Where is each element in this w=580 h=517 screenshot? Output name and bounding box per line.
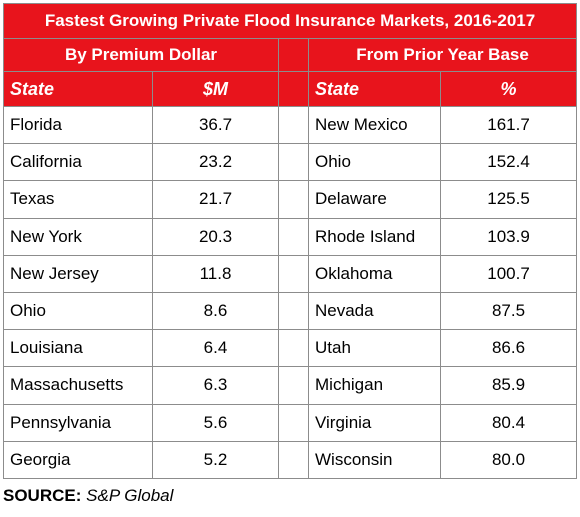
- right-value-cell: 152.4: [439, 143, 578, 182]
- left-value-cell: 8.6: [152, 291, 279, 331]
- right-value-cell: 85.9: [439, 366, 578, 405]
- left-state-column-header: State: [3, 71, 153, 107]
- right-state-cell: Michigan: [308, 366, 441, 405]
- source-label: SOURCE:: [3, 486, 82, 505]
- table-row: Massachusetts 6.3 Michigan 85.9: [3, 366, 578, 405]
- left-state-cell: California: [3, 143, 153, 182]
- right-value-cell: 103.9: [439, 217, 578, 256]
- left-state-cell: Pennsylvania: [3, 403, 153, 442]
- table-row: Louisiana 6.4 Utah 86.6: [3, 329, 578, 368]
- right-value-cell: 86.6: [439, 329, 578, 368]
- right-value-cell: 161.7: [439, 105, 578, 145]
- left-value-cell: 23.2: [152, 143, 279, 182]
- table-row: New York 20.3 Rhode Island 103.9: [3, 217, 578, 256]
- left-state-cell: Massachusetts: [3, 366, 153, 405]
- column-gap: [278, 440, 309, 479]
- column-gap: [278, 38, 309, 72]
- table-row: Georgia 5.2 Wisconsin 80.0: [3, 440, 578, 479]
- source-note: SOURCE: S&P Global: [3, 486, 173, 506]
- table-row: Texas 21.7 Delaware 125.5: [3, 180, 578, 219]
- right-section-heading: From Prior Year Base: [307, 38, 578, 72]
- column-gap: [278, 291, 309, 331]
- right-state-cell: Nevada: [308, 291, 441, 331]
- left-state-cell: Florida: [3, 105, 153, 145]
- table-row: Ohio 8.6 Nevada 87.5: [3, 291, 578, 331]
- column-gap: [278, 217, 309, 256]
- right-value-cell: 80.0: [439, 440, 578, 479]
- table-title: Fastest Growing Private Flood Insurance …: [2, 3, 578, 39]
- left-value-column-header: $M: [152, 71, 279, 107]
- column-gap: [278, 180, 309, 219]
- left-value-cell: 21.7: [152, 180, 279, 219]
- left-state-cell: New Jersey: [3, 254, 153, 293]
- left-state-cell: New York: [3, 217, 153, 256]
- right-state-cell: New Mexico: [308, 105, 441, 145]
- right-value-cell: 100.7: [439, 254, 578, 293]
- left-value-cell: 20.3: [152, 217, 279, 256]
- column-gap: [278, 105, 309, 145]
- table-row: Florida 36.7 New Mexico 161.7: [3, 105, 578, 145]
- left-section-heading: By Premium Dollar: [3, 38, 279, 72]
- right-state-column-header: State: [308, 71, 441, 107]
- right-state-cell: Wisconsin: [308, 440, 441, 479]
- column-gap: [278, 403, 309, 442]
- table-row: New Jersey 11.8 Oklahoma 100.7: [3, 254, 578, 293]
- source-text: S&P Global: [86, 486, 174, 505]
- right-state-cell: Virginia: [308, 403, 441, 442]
- right-state-cell: Utah: [308, 329, 441, 368]
- insurance-markets-table: Fastest Growing Private Flood Insurance …: [2, 3, 578, 479]
- left-state-cell: Louisiana: [3, 329, 153, 368]
- column-gap: [278, 71, 309, 107]
- left-state-cell: Ohio: [3, 291, 153, 331]
- right-value-cell: 87.5: [439, 291, 578, 331]
- column-gap: [278, 366, 309, 405]
- right-state-cell: Ohio: [308, 143, 441, 182]
- column-gap: [278, 143, 309, 182]
- left-state-cell: Georgia: [3, 440, 153, 479]
- table-row: California 23.2 Ohio 152.4: [3, 143, 578, 182]
- left-value-cell: 5.6: [152, 403, 279, 442]
- left-state-cell: Texas: [3, 180, 153, 219]
- table-row: Pennsylvania 5.6 Virginia 80.4: [3, 403, 578, 442]
- right-state-cell: Oklahoma: [308, 254, 441, 293]
- left-value-cell: 5.2: [152, 440, 279, 479]
- left-value-cell: 6.4: [152, 329, 279, 368]
- left-value-cell: 36.7: [152, 105, 279, 145]
- right-value-column-header: %: [439, 71, 578, 107]
- column-gap: [278, 254, 309, 293]
- column-gap: [278, 329, 309, 368]
- left-value-cell: 11.8: [152, 254, 279, 293]
- left-value-cell: 6.3: [152, 366, 279, 405]
- right-state-cell: Rhode Island: [308, 217, 441, 256]
- right-state-cell: Delaware: [308, 180, 441, 219]
- right-value-cell: 125.5: [439, 180, 578, 219]
- right-value-cell: 80.4: [439, 403, 578, 442]
